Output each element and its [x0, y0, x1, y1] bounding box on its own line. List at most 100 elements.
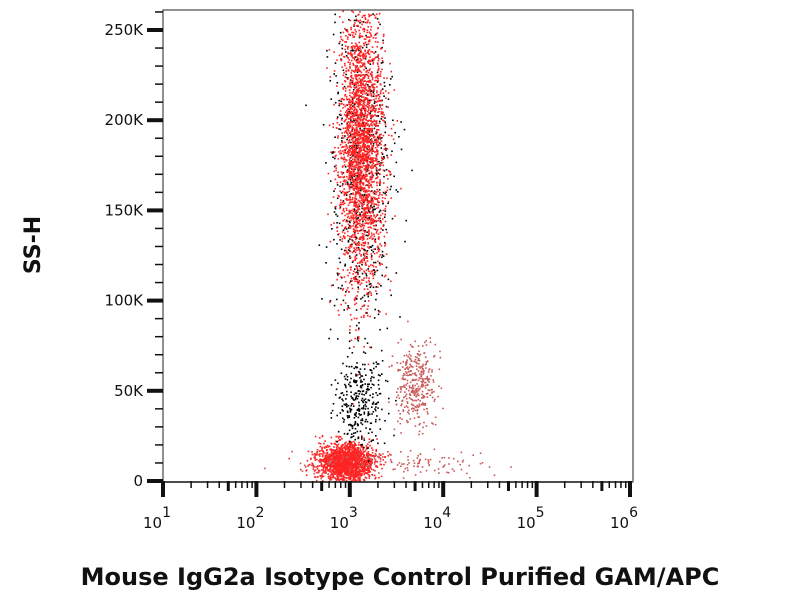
data-point [368, 53, 371, 56]
data-point [367, 128, 369, 131]
data-point [367, 84, 369, 86]
data-point [368, 470, 370, 472]
data-point [323, 464, 326, 466]
data-point [339, 469, 341, 471]
data-point [374, 159, 377, 162]
data-point [364, 450, 367, 452]
data-point [361, 146, 363, 149]
data-point [328, 49, 331, 51]
data-point [382, 42, 384, 44]
data-point [363, 113, 365, 116]
data-point [351, 251, 354, 254]
data-point [343, 179, 346, 181]
data-point [359, 476, 361, 479]
data-point [355, 444, 357, 446]
data-point [361, 202, 363, 204]
data-point [348, 163, 351, 165]
data-point [343, 98, 345, 101]
data-point [363, 437, 365, 440]
data-point [344, 450, 347, 452]
data-point [376, 466, 379, 468]
data-point [363, 345, 365, 348]
data-point [381, 108, 383, 110]
data-point [351, 108, 354, 110]
data-point [367, 473, 369, 475]
data-point [360, 159, 362, 161]
data-point [352, 449, 355, 451]
data-point [361, 35, 363, 38]
data-point [354, 197, 356, 200]
data-point [359, 115, 362, 117]
data-point [370, 137, 373, 140]
data-point [347, 149, 350, 151]
data-point [367, 163, 370, 166]
data-point [355, 472, 357, 475]
data-point [372, 209, 374, 212]
data-point [342, 462, 344, 465]
data-point [357, 81, 359, 83]
data-point [358, 149, 361, 151]
data-point [355, 162, 358, 165]
data-point [360, 260, 363, 263]
data-point [369, 221, 371, 224]
data-point [329, 479, 331, 481]
data-point [369, 461, 372, 464]
data-point [367, 461, 370, 464]
data-point [353, 477, 356, 479]
data-point [364, 42, 367, 44]
data-point [363, 459, 366, 461]
data-point [398, 136, 400, 138]
data-point [371, 148, 373, 151]
data-point [365, 179, 368, 182]
data-point [367, 138, 369, 140]
data-point [376, 292, 378, 295]
data-point [341, 463, 343, 466]
data-point [355, 224, 357, 227]
data-point [376, 252, 378, 254]
data-point [330, 284, 333, 287]
data-point [319, 459, 321, 461]
data-point [344, 80, 347, 83]
data-point [354, 174, 357, 177]
data-point [315, 479, 318, 482]
data-point [361, 258, 364, 261]
data-point [365, 135, 368, 138]
data-point [362, 254, 365, 256]
data-point [344, 151, 346, 154]
data-point [358, 457, 360, 460]
data-point [385, 253, 388, 255]
data-point [370, 160, 373, 163]
data-point [346, 289, 348, 291]
data-point [340, 36, 342, 38]
data-point [369, 72, 372, 75]
data-point [375, 172, 378, 174]
data-point [364, 198, 367, 200]
data-point [326, 446, 328, 449]
data-point [351, 121, 353, 124]
data-point [344, 464, 347, 467]
data-point [353, 130, 356, 133]
data-point [374, 151, 376, 153]
data-point [354, 464, 356, 467]
data-point [360, 178, 362, 181]
data-point [358, 279, 361, 282]
data-point [377, 69, 379, 72]
data-point [379, 137, 382, 139]
data-point [366, 174, 368, 176]
data-point [362, 162, 364, 164]
data-point [337, 274, 339, 276]
data-point [350, 46, 353, 49]
data-point [352, 234, 354, 236]
data-point [382, 35, 385, 37]
data-point [354, 70, 357, 72]
data-point [370, 200, 372, 203]
data-point [363, 473, 365, 476]
data-point [362, 220, 364, 223]
data-point [387, 98, 390, 100]
data-point [360, 255, 362, 257]
data-point [367, 166, 370, 168]
data-point [367, 140, 370, 142]
data-point [345, 191, 348, 194]
data-point [368, 81, 370, 83]
data-point [359, 84, 362, 87]
